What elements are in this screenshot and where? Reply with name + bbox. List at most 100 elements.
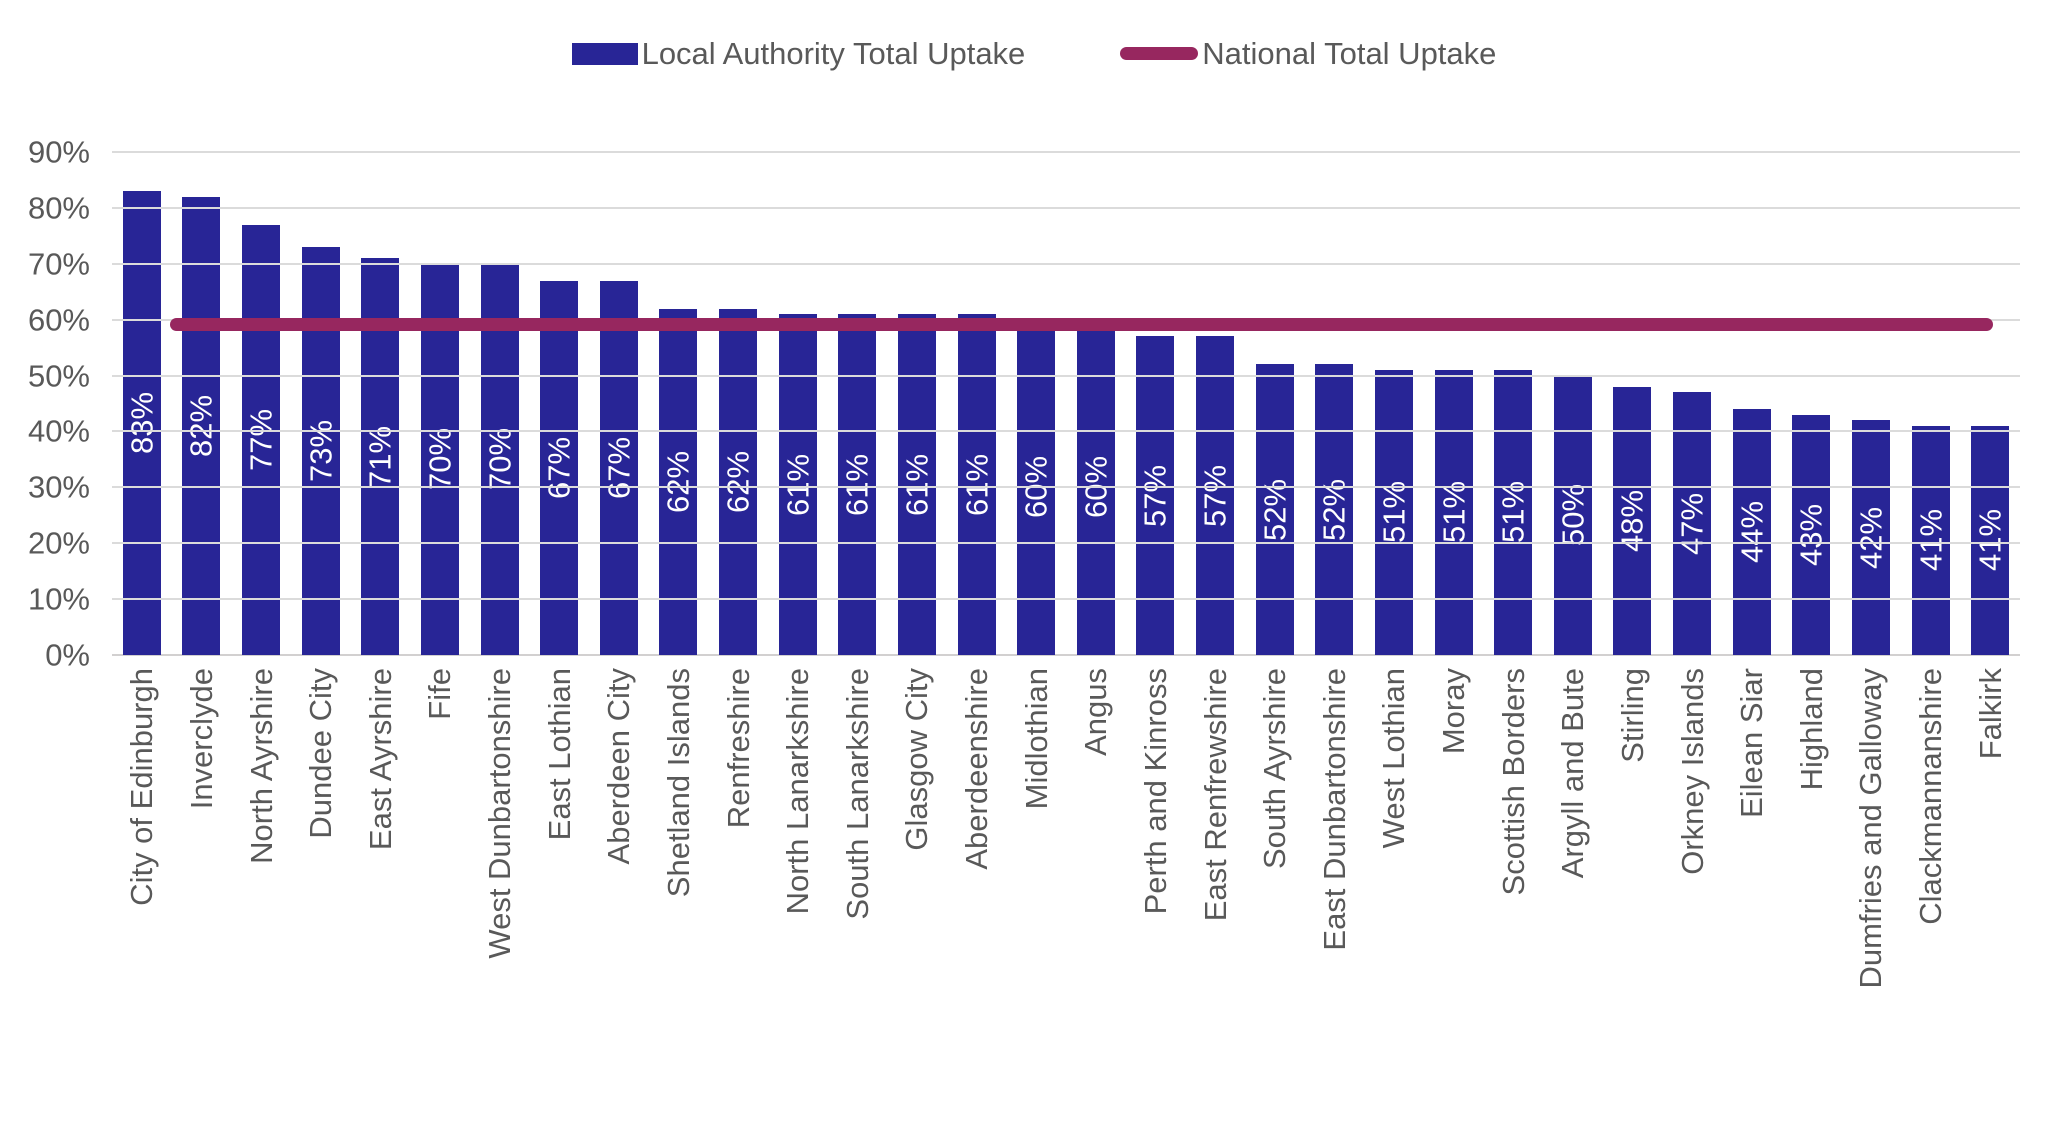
bar-value-label: 70%	[422, 428, 458, 491]
bar-slot: 42%	[1841, 152, 1901, 655]
bar: 43%	[1792, 414, 1831, 655]
bar-slot: 41%	[1960, 152, 2020, 655]
x-tick-label: Aberdeenshire	[959, 668, 995, 870]
bar-value-label: 44%	[1734, 501, 1770, 564]
bar-slot: 60%	[1066, 152, 1126, 655]
bar-slot: 52%	[1245, 152, 1305, 655]
y-tick-label: 50%	[27, 358, 90, 394]
x-tick-cell: Shetland Islands	[649, 668, 709, 1108]
bar-slot: 47%	[1662, 152, 1722, 655]
bar-swatch-icon	[571, 42, 638, 65]
legend-label-local-authority: Local Authority Total Uptake	[641, 36, 1026, 71]
bar-value-label: 50%	[1555, 484, 1591, 547]
plot-area: 83% 82% 77% 73% 71% 70% 70% 67%	[112, 151, 2020, 656]
bar-value-label: 73%	[303, 419, 339, 483]
x-tick-label: Dumfries and Galloway	[1853, 668, 1889, 989]
bar: 51%	[1434, 369, 1473, 655]
x-tick-label: Shetland Islands	[660, 668, 696, 898]
gridline	[112, 206, 2020, 209]
bar-value-label: 43%	[1793, 503, 1829, 566]
x-tick-label: East Dunbartonshire	[1316, 668, 1352, 951]
bar: 77%	[242, 224, 281, 655]
bar-slot: 61%	[828, 152, 888, 655]
bar-slot: 51%	[1424, 152, 1484, 655]
bar-value-label: 61%	[839, 453, 875, 516]
x-tick-label: Moray	[1436, 668, 1472, 755]
bar: 51%	[1494, 369, 1533, 655]
bar-value-label: 67%	[601, 436, 637, 499]
x-tick-label: Midlothian	[1018, 668, 1054, 810]
x-tick-cell: West Lothian	[1364, 668, 1424, 1108]
x-tick-label: Eilean Siar	[1734, 668, 1770, 818]
bar: 67%	[540, 280, 579, 655]
bar-value-label: 51%	[1495, 481, 1531, 544]
x-tick-cell: Fife	[410, 668, 470, 1108]
x-tick-cell: Midlothian	[1006, 668, 1066, 1108]
x-tick-cell: South Lanarkshire	[828, 668, 888, 1108]
y-tick-label: 70%	[27, 246, 90, 282]
x-tick-label: Falkirk	[1972, 668, 2008, 760]
bar-value-label: 61%	[780, 453, 816, 516]
bar-slot: 57%	[1126, 152, 1186, 655]
bar-value-label: 57%	[1137, 464, 1173, 527]
x-tick-label: North Ayrshire	[243, 668, 279, 864]
x-tick-cell: Clackmannanshire	[1901, 668, 1961, 1108]
x-tick-label: West Dunbartonshire	[482, 668, 518, 959]
bar-slot: 61%	[947, 152, 1007, 655]
y-tick-label: 80%	[27, 190, 90, 226]
bars-row: 83% 82% 77% 73% 71% 70% 70% 67%	[112, 152, 2020, 655]
bar-slot: 83%	[112, 152, 172, 655]
bar: 61%	[778, 314, 817, 655]
x-tick-cell: Stirling	[1603, 668, 1663, 1108]
y-tick-label: 10%	[27, 581, 90, 617]
x-axis: City of Edinburgh Inverclyde North Ayrsh…	[112, 668, 2020, 1108]
x-tick-label: Glasgow City	[899, 668, 935, 851]
x-tick-cell: South Ayrshire	[1245, 668, 1305, 1108]
legend-item-national-total-uptake: National Total Uptake	[1120, 38, 1496, 69]
bar-value-label: 47%	[1674, 492, 1710, 555]
x-tick-cell: Eilean Siar	[1722, 668, 1782, 1108]
bar-slot: 50%	[1543, 152, 1603, 655]
bar-slot: 70%	[470, 152, 530, 655]
x-tick-label: Dundee City	[303, 668, 339, 839]
x-tick-label: Scottish Borders	[1495, 668, 1531, 896]
bar-slot: 71%	[351, 152, 411, 655]
bar-slot: 73%	[291, 152, 351, 655]
y-tick-label: 30%	[27, 469, 90, 505]
bar-value-label: 42%	[1853, 506, 1889, 569]
bar: 41%	[1911, 425, 1950, 655]
y-tick-label: 40%	[27, 413, 90, 449]
bar-slot: 41%	[1901, 152, 1961, 655]
x-tick-cell: East Renfrewshire	[1185, 668, 1245, 1108]
y-tick-label: 20%	[27, 525, 90, 561]
bar-slot: 67%	[589, 152, 649, 655]
x-tick-label: East Lothian	[541, 668, 577, 841]
line-swatch-icon	[1120, 47, 1199, 60]
bar-value-label: 61%	[899, 453, 935, 516]
x-tick-cell: East Lothian	[529, 668, 589, 1108]
bar-value-label: 83%	[124, 392, 160, 455]
x-tick-cell: Falkirk	[1960, 668, 2020, 1108]
y-tick-label: 0%	[45, 637, 90, 673]
x-tick-label: Inverclyde	[183, 668, 219, 810]
bar-value-label: 70%	[482, 428, 518, 491]
x-tick-label: East Ayrshire	[362, 668, 398, 851]
bar-slot: 67%	[529, 152, 589, 655]
bar: 83%	[122, 191, 161, 655]
bar-slot: 57%	[1185, 152, 1245, 655]
x-tick-cell: Moray	[1424, 668, 1484, 1108]
x-tick-cell: Argyll and Bute	[1543, 668, 1603, 1108]
x-tick-cell: Aberdeenshire	[947, 668, 1007, 1108]
bar-slot: 62%	[649, 152, 709, 655]
x-tick-cell: Dundee City	[291, 668, 351, 1108]
bar: 52%	[1255, 364, 1294, 655]
x-tick-cell: Glasgow City	[887, 668, 947, 1108]
x-tick-cell: East Dunbartonshire	[1305, 668, 1365, 1108]
bar: 50%	[1553, 375, 1592, 655]
x-tick-cell: West Dunbartonshire	[470, 668, 530, 1108]
bar-value-label: 61%	[959, 453, 995, 516]
x-tick-label: Argyll and Bute	[1555, 668, 1591, 879]
y-tick-label: 60%	[27, 302, 90, 338]
bar: 61%	[957, 314, 996, 655]
